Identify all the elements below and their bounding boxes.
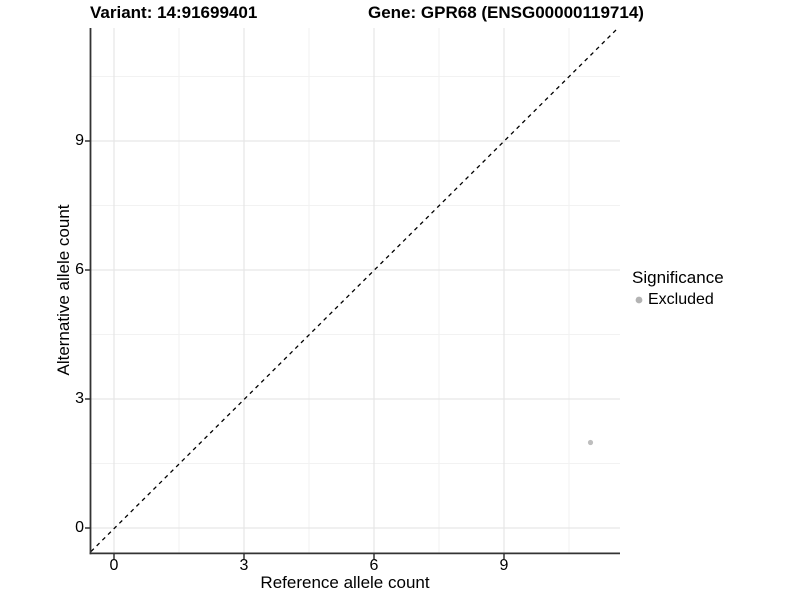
tick-marks <box>85 140 505 559</box>
gene-title: Gene: GPR68 (ENSG00000119714) <box>368 3 644 22</box>
x-tick-label-0: 0 <box>109 557 119 574</box>
legend-point-icon <box>635 296 643 304</box>
legend-item-excluded: Excluded <box>632 291 724 309</box>
major-gridlines <box>91 28 620 553</box>
y-tick-label-0: 0 <box>75 519 84 536</box>
y-tick-label-9: 9 <box>75 132 84 149</box>
axis-lines <box>89 28 620 555</box>
identity-reference-line <box>90 27 619 552</box>
y-tick-label-3: 3 <box>75 390 84 407</box>
minor-gridlines <box>91 28 620 553</box>
data-point-excluded <box>587 439 594 446</box>
variant-title: Variant: 14:91699401 <box>90 3 258 22</box>
legend: Significance Excluded <box>632 268 724 309</box>
y-axis-title: Alternative allele count <box>54 204 73 376</box>
x-tick-label-9: 9 <box>499 557 509 574</box>
x-axis-title: Reference allele count <box>260 573 430 592</box>
legend-item-label: Excluded <box>648 291 714 308</box>
legend-title: Significance <box>632 268 724 287</box>
y-tick-label-6: 6 <box>75 261 84 278</box>
x-tick-label-6: 6 <box>369 557 379 574</box>
x-tick-label-3: 3 <box>239 557 249 574</box>
